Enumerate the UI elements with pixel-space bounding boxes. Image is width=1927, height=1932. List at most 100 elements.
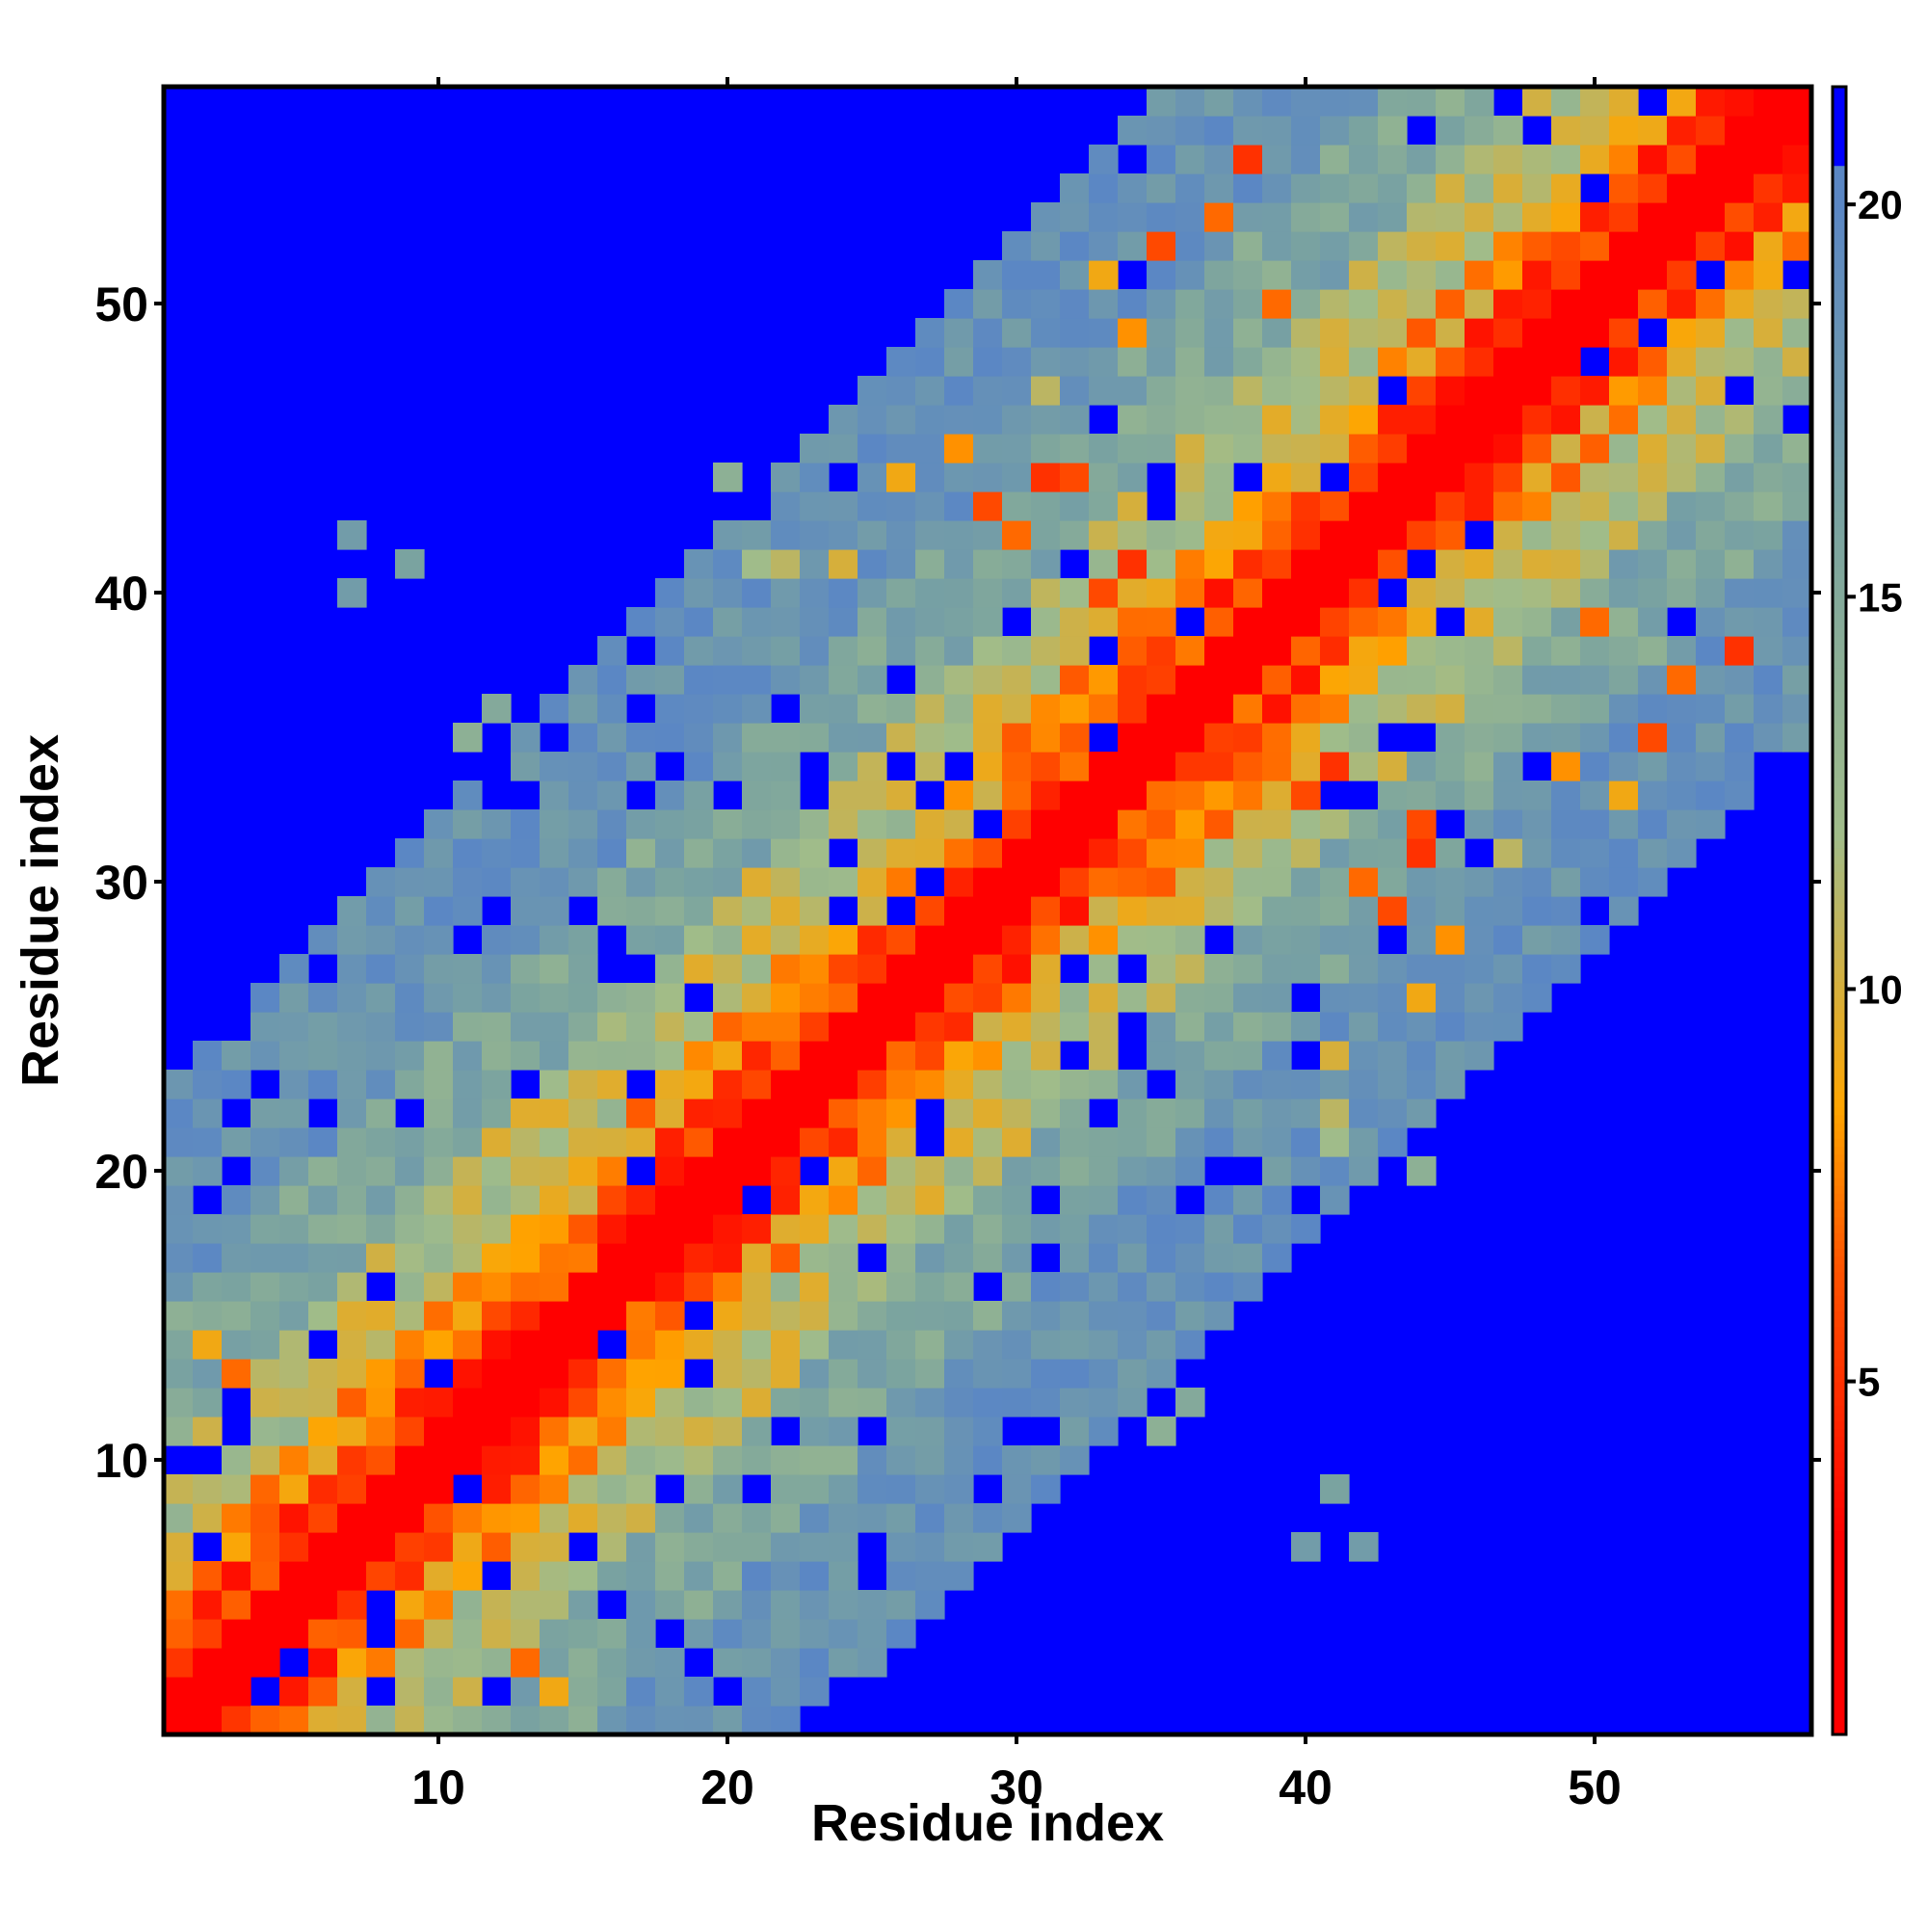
- heatmap-cell: [1204, 1214, 1234, 1244]
- heatmap-cell: [1522, 173, 1552, 203]
- heatmap-cell: [1204, 260, 1234, 290]
- heatmap-cell: [1031, 1041, 1061, 1071]
- heatmap-cell: [366, 1648, 396, 1678]
- heatmap-cell: [1118, 1388, 1148, 1417]
- heatmap-cell: [1233, 636, 1263, 666]
- heatmap-cell: [1378, 781, 1408, 810]
- heatmap-cell: [1089, 1359, 1119, 1389]
- heatmap-cell: [1638, 809, 1668, 839]
- heatmap-cell: [1551, 867, 1581, 897]
- heatmap-cell: [453, 1648, 483, 1678]
- heatmap-cell: [1060, 1301, 1090, 1331]
- heatmap-cell: [742, 1561, 772, 1591]
- heatmap-cell: [251, 1098, 280, 1128]
- heatmap-cell: [713, 983, 743, 1013]
- heatmap-cell: [829, 1098, 858, 1128]
- heatmap-cell: [944, 491, 974, 521]
- heatmap-cell: [1754, 376, 1783, 406]
- heatmap-cell: [713, 1359, 743, 1389]
- heatmap-cell: [1002, 1041, 1032, 1071]
- heatmap-cell: [1580, 549, 1610, 579]
- heatmap-cell: [1782, 145, 1812, 174]
- heatmap-cell: [1060, 376, 1090, 406]
- heatmap-cell: [742, 1532, 772, 1562]
- heatmap-cell: [1262, 491, 1292, 521]
- heatmap-cell: [251, 1474, 280, 1504]
- heatmap-cell: [713, 1648, 743, 1678]
- heatmap-cell: [886, 549, 916, 579]
- heatmap-cell: [1551, 202, 1581, 232]
- heatmap-cell: [626, 1330, 656, 1360]
- heatmap-cell: [308, 1214, 338, 1244]
- heatmap-cell: [511, 1098, 541, 1128]
- heatmap-cell: [511, 1272, 541, 1302]
- heatmap-cell: [1782, 607, 1812, 637]
- heatmap-cell: [482, 1243, 512, 1273]
- heatmap-cell: [453, 781, 483, 810]
- heatmap-cell: [222, 1561, 251, 1591]
- heatmap-cell: [337, 1156, 367, 1186]
- heatmap-cell: [800, 1041, 830, 1071]
- heatmap-cell: [395, 1185, 425, 1215]
- heatmap-cell: [1320, 173, 1350, 203]
- heatmap-cell: [482, 1012, 512, 1042]
- heatmap-cell: [1204, 1127, 1234, 1157]
- heatmap-cell: [1089, 145, 1119, 174]
- x-tick-label: 20: [700, 1760, 754, 1814]
- heatmap-cell: [1667, 231, 1697, 261]
- heatmap-cell: [829, 954, 858, 984]
- heatmap-cell: [540, 1156, 569, 1186]
- heatmap-cell: [164, 1330, 194, 1360]
- heatmap-cell: [626, 1012, 656, 1042]
- colorbar-segment: [1833, 494, 1846, 504]
- heatmap-cell: [308, 1503, 338, 1533]
- heatmap-cell: [1407, 867, 1437, 897]
- heatmap-cell: [1031, 289, 1061, 319]
- heatmap-cell: [1407, 954, 1437, 984]
- heatmap-cell: [1204, 1012, 1234, 1042]
- heatmap-cell: [771, 463, 801, 492]
- heatmap-cell: [1002, 434, 1032, 463]
- heatmap-cell: [626, 1185, 656, 1215]
- heatmap-cell: [1522, 838, 1552, 868]
- heatmap-cell: [222, 1185, 251, 1215]
- heatmap-cell: [222, 1070, 251, 1099]
- colorbar-segment: [1833, 784, 1846, 794]
- heatmap-cell: [1002, 867, 1032, 897]
- heatmap-cell: [511, 723, 541, 753]
- heatmap-cell: [684, 578, 714, 608]
- heatmap-cell: [1118, 520, 1148, 550]
- heatmap-cell: [279, 1272, 309, 1302]
- colorbar-segment: [1833, 517, 1846, 527]
- heatmap-cell: [1609, 463, 1639, 492]
- colorbar-segment: [1833, 392, 1846, 402]
- heatmap-cell: [1378, 1127, 1408, 1157]
- heatmap-cell: [1493, 347, 1523, 377]
- colorbar-segment: [1833, 102, 1846, 112]
- heatmap-cell: [829, 1532, 858, 1562]
- heatmap-cell: [568, 1243, 598, 1273]
- heatmap-cell: [597, 838, 627, 868]
- heatmap-cell: [1233, 1127, 1263, 1157]
- heatmap-cell: [1291, 463, 1321, 492]
- heatmap-cell: [829, 520, 858, 550]
- heatmap-cell: [453, 1330, 483, 1360]
- heatmap-cell: [1031, 607, 1061, 637]
- heatmap-cell: [1522, 376, 1552, 406]
- heatmap-cell: [511, 867, 541, 897]
- heatmap-cell: [858, 1156, 887, 1186]
- heatmap-cell: [886, 491, 916, 521]
- heatmap-cell: [1754, 116, 1783, 146]
- heatmap-cell: [1320, 867, 1350, 897]
- heatmap-cell: [1638, 838, 1668, 868]
- heatmap-cell: [1609, 607, 1639, 637]
- heatmap-cell: [568, 1445, 598, 1475]
- heatmap-cell: [511, 1388, 541, 1417]
- heatmap-cell: [164, 1127, 194, 1157]
- heatmap-cell: [164, 1416, 194, 1446]
- heatmap-cell: [771, 896, 801, 926]
- heatmap-cell: [597, 1243, 627, 1273]
- heatmap-cell: [1493, 838, 1523, 868]
- heatmap-cell: [308, 1590, 338, 1620]
